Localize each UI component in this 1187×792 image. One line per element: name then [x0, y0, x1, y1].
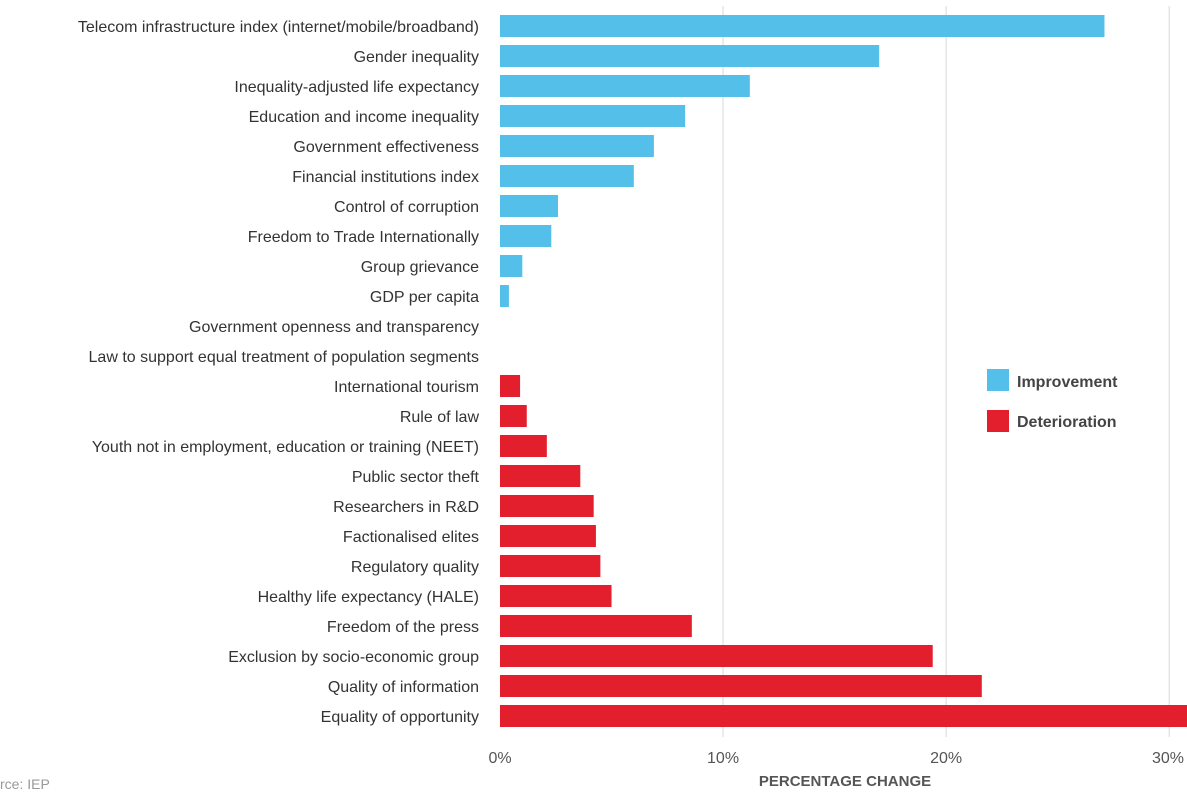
legend-label-deterioration: Deterioration — [1017, 414, 1117, 431]
bar-deterioration — [500, 675, 982, 697]
bar-deterioration — [500, 375, 521, 397]
category-label: International tourism — [334, 379, 479, 396]
category-label: GDP per capita — [370, 289, 479, 306]
bar-deterioration — [500, 405, 527, 427]
bar-improvement — [500, 285, 509, 307]
category-label: Factionalised elites — [343, 529, 479, 546]
bar-improvement — [500, 75, 750, 97]
bar-deterioration — [500, 615, 692, 637]
bar-improvement — [500, 165, 634, 187]
category-label: Telecom infrastructure index (internet/m… — [78, 19, 479, 36]
legend: Improvement Deterioration — [987, 369, 1118, 432]
x-axis-ticks: 0% 10% 20% 30% — [488, 750, 1184, 767]
category-label: Education and income inequality — [249, 109, 479, 126]
category-label: Freedom of the press — [327, 619, 479, 636]
category-label: Gender inequality — [354, 49, 479, 66]
bar-deterioration — [500, 435, 547, 457]
grid-layer — [722, 6, 1170, 737]
bar-deterioration — [500, 495, 594, 517]
bar-deterioration — [500, 525, 596, 547]
bar-deterioration — [500, 585, 612, 607]
x-tick-label: 0% — [488, 750, 511, 767]
category-label: Law to support equal treatment of popula… — [89, 349, 479, 366]
category-label: Group grievance — [361, 259, 479, 276]
category-label: Freedom to Trade Internationally — [248, 229, 479, 246]
category-label: Equality of opportunity — [321, 709, 479, 726]
category-labels: Telecom infrastructure index (internet/m… — [78, 19, 480, 726]
x-axis-title: PERCENTAGE CHANGE — [759, 773, 931, 790]
category-label: Control of corruption — [334, 199, 479, 216]
x-tick-label: 30% — [1152, 750, 1184, 767]
bar-improvement — [500, 255, 523, 277]
x-tick-label: 10% — [707, 750, 739, 767]
bar-deterioration — [500, 465, 581, 487]
bar-improvement — [500, 135, 654, 157]
legend-swatch-deterioration — [987, 410, 1009, 432]
category-label: Regulatory quality — [351, 559, 479, 576]
x-tick-label: 20% — [930, 750, 962, 767]
source-note: rce: IEP — [0, 776, 50, 792]
bar-deterioration — [500, 555, 601, 577]
category-label: Public sector theft — [352, 469, 480, 486]
category-label: Government openness and transparency — [189, 319, 479, 336]
bar-improvement — [500, 195, 558, 217]
bar-deterioration — [500, 645, 933, 667]
legend-label-improvement: Improvement — [1017, 374, 1118, 391]
category-label: Rule of law — [400, 409, 480, 426]
bar-improvement — [500, 45, 880, 67]
bar-layer — [500, 15, 1187, 727]
category-label: Researchers in R&D — [333, 499, 479, 516]
bar-improvement — [500, 225, 552, 247]
category-label: Quality of information — [328, 679, 479, 696]
category-label: Exclusion by socio-economic group — [228, 649, 479, 666]
category-label: Government effectiveness — [293, 139, 479, 156]
bar-deterioration — [500, 705, 1187, 727]
category-label: Financial institutions index — [292, 169, 479, 186]
bar-improvement — [500, 15, 1105, 37]
bar-improvement — [500, 105, 686, 127]
category-label: Youth not in employment, education or tr… — [92, 439, 479, 456]
legend-swatch-improvement — [987, 369, 1009, 391]
category-label: Inequality-adjusted life expectancy — [234, 79, 479, 96]
category-label: Healthy life expectancy (HALE) — [258, 589, 479, 606]
